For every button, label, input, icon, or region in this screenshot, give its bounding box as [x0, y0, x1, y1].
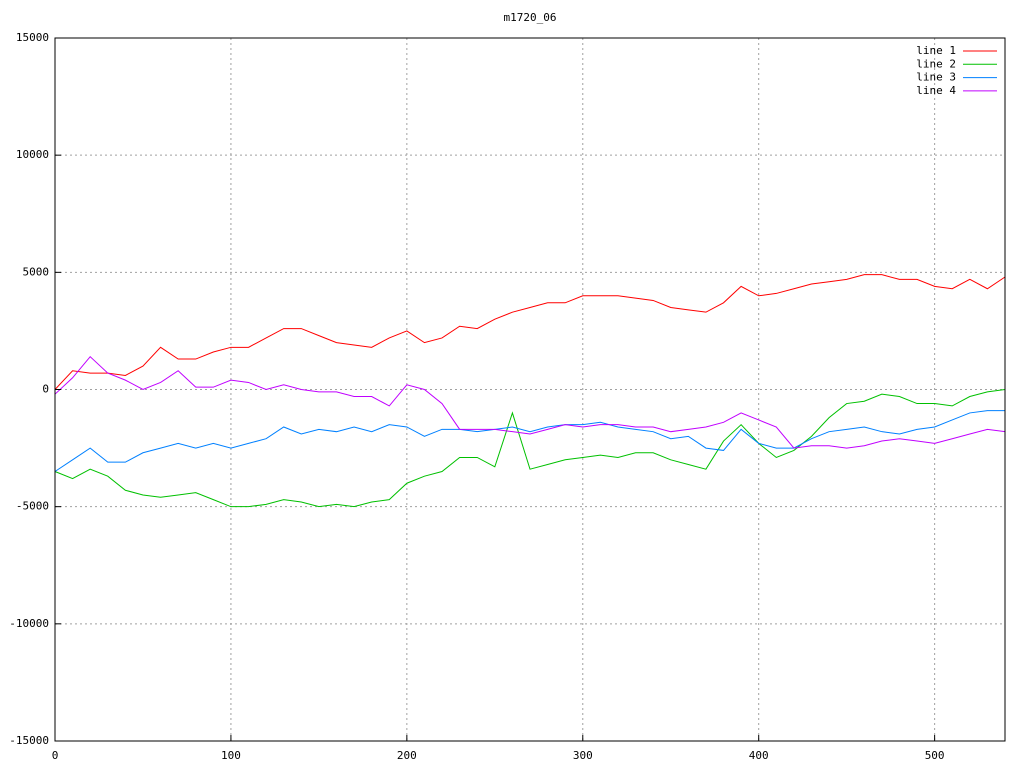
legend-label: line 2: [916, 57, 956, 70]
x-tick-label: 500: [925, 749, 945, 762]
legend-label: line 3: [916, 71, 956, 84]
plot: [54, 274, 1006, 508]
y-tick-label: 10000: [16, 148, 49, 161]
x-tick-label: 400: [749, 749, 769, 762]
y-tick-label: -10000: [9, 617, 49, 630]
data-line: [54, 410, 1005, 472]
y-tick-label: 0: [42, 383, 49, 396]
data-line: [54, 389, 1006, 508]
legend-label: line 4: [916, 84, 956, 97]
x-tick-label: 200: [397, 749, 417, 762]
x-tick-label: 100: [221, 749, 241, 762]
data-line: [54, 355, 1006, 449]
y-tick-label: 15000: [16, 31, 49, 44]
legend-label: line 1: [916, 44, 956, 57]
x-tick-label: 0: [52, 749, 59, 762]
x-tick-label: 300: [573, 749, 593, 762]
chart-title: m1720_06: [504, 11, 557, 24]
y-tick-label: -5000: [16, 500, 49, 513]
data-line: [54, 274, 1006, 390]
y-tick-label: 5000: [23, 265, 50, 278]
y-tick-label: -15000: [9, 734, 49, 747]
